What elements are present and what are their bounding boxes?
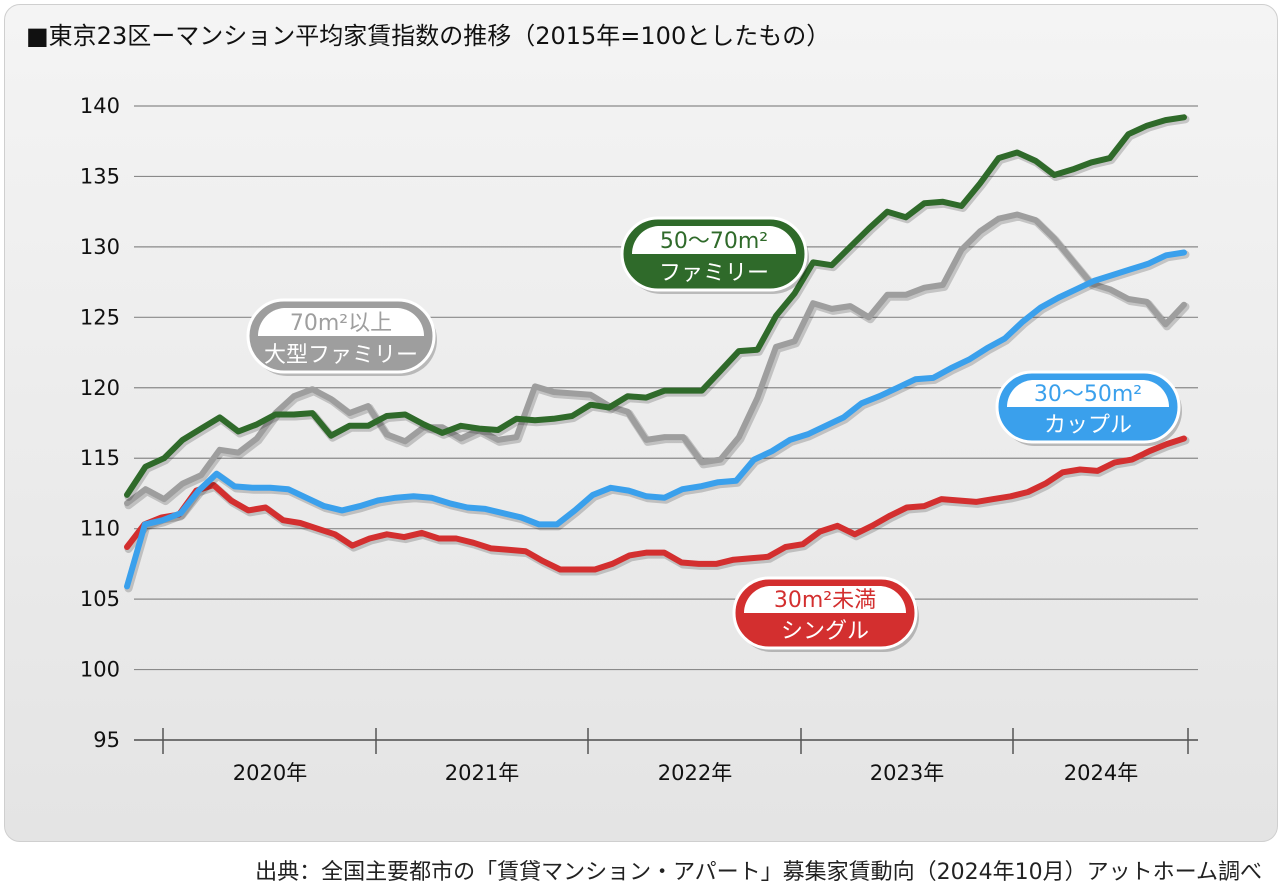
series-line-large_family xyxy=(124,211,1187,507)
y-tick-label: 95 xyxy=(93,728,120,752)
y-tick-label: 120 xyxy=(80,376,120,400)
y-tick-label: 130 xyxy=(80,235,120,259)
series-label-family: 50〜70m² ファミリー xyxy=(620,216,809,294)
label-pill-top xyxy=(257,308,425,336)
series-lines xyxy=(124,114,1190,593)
label-pill-top xyxy=(631,226,797,254)
x-axis: 2020年 2021年 2022年 2023年 2024年 xyxy=(134,728,1198,785)
source-note: 出典：全国主要都市の「賃貸マンション・アパート」募集家賃動向（2024年10月）… xyxy=(255,860,1262,885)
label-line2: カップル xyxy=(1044,413,1132,438)
series-line-single xyxy=(124,435,1187,573)
label-line1: 70m²以上 xyxy=(290,311,392,336)
y-tick-label: 135 xyxy=(80,164,120,188)
x-year-label: 2024年 xyxy=(1064,761,1138,785)
y-tick-label: 140 xyxy=(80,94,120,118)
series-label-couple: 30〜50m² カップル xyxy=(995,370,1182,446)
label-line1: 30〜50m² xyxy=(1034,382,1142,407)
label-line2: 大型ファミリー xyxy=(264,343,418,368)
y-tick-label: 125 xyxy=(80,305,120,329)
y-axis-ticks: 95 100 105 110 115 120 125 130 135 140 xyxy=(80,94,120,752)
y-tick-label: 105 xyxy=(80,587,120,611)
label-line2: シングル xyxy=(781,619,869,644)
x-year-label: 2020年 xyxy=(233,761,307,785)
chart-title: ■東京23区ーマンション平均家賃指数の推移（2015年=100としたもの） xyxy=(26,22,831,50)
series-line-couple xyxy=(124,249,1187,590)
y-tick-label: 110 xyxy=(80,517,120,541)
label-line1: 50〜70m² xyxy=(660,229,768,254)
label-line1: 30m²未満 xyxy=(774,588,876,613)
x-year-label: 2022年 xyxy=(658,761,732,785)
label-pill-top xyxy=(743,586,907,613)
x-year-label: 2021年 xyxy=(445,761,519,785)
label-pill-top xyxy=(1006,380,1170,407)
label-line2: ファミリー xyxy=(659,261,769,286)
y-tick-label: 115 xyxy=(80,446,120,470)
series-line-family xyxy=(124,114,1187,498)
x-year-label: 2023年 xyxy=(870,761,944,785)
y-tick-label: 100 xyxy=(80,658,120,682)
